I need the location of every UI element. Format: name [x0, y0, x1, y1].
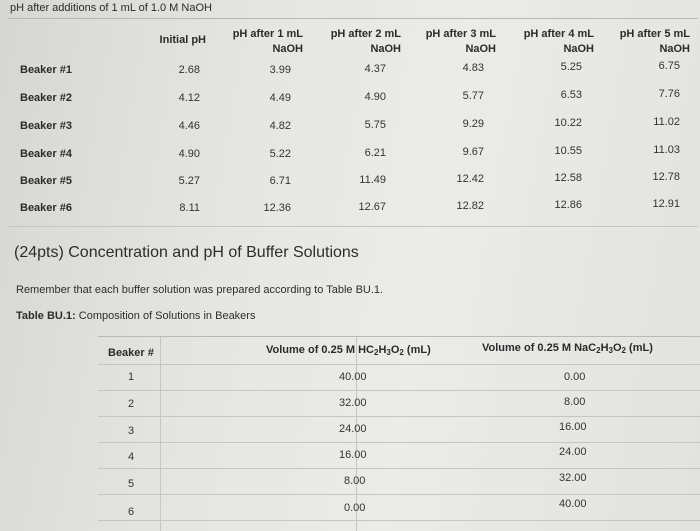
- ph-value-cell: 12.82: [456, 200, 484, 212]
- ph-value-cell: 12.42: [456, 173, 484, 185]
- salt-volume-cell: 24.00: [559, 446, 587, 458]
- ph-column-header-line: pH after 3 mL: [425, 28, 496, 40]
- ph-value-cell: 9.67: [462, 146, 484, 158]
- ph-value-cell: 12.36: [263, 202, 291, 214]
- ph-column-header-line: pH after 4 mL: [523, 28, 594, 40]
- table-row: [98, 337, 700, 469]
- ph-value-cell: 11.02: [653, 116, 680, 128]
- ph-column-header: pH after 3 mL NaOH: [386, 27, 496, 57]
- table-caption-text: Composition of Solutions in Beakers: [75, 310, 256, 322]
- ph-value-cell: 5.27: [178, 175, 200, 187]
- ph-table: Initial pH pH after 1 mL NaOH pH after 2 mL…: [8, 18, 698, 227]
- acid-volume-cell: 40.00: [339, 371, 367, 383]
- ph-column-header-line: pH after 1 mL: [232, 28, 303, 40]
- ph-value-cell: 8.11: [179, 202, 200, 214]
- beaker-number-cell: 3: [128, 425, 135, 437]
- ph-value-cell: 4.46: [178, 120, 200, 132]
- ph-column-header-line: NaOH: [370, 43, 401, 55]
- ph-column-header-line: pH after 5 mL: [619, 28, 690, 40]
- acid-volume-cell: 32.00: [339, 397, 367, 409]
- salt-volume-cell: 0.00: [564, 371, 586, 383]
- beaker-row-label: Beaker #6: [20, 202, 72, 214]
- table-row: [98, 337, 700, 417]
- table-caption: Table BU.1: Composition of Solutions in …: [16, 310, 255, 322]
- ph-value-cell: 6.75: [658, 60, 680, 72]
- ph-column-header-line: Initial pH: [159, 34, 206, 46]
- ph-value-cell: 4.90: [178, 148, 200, 160]
- ph-value-cell: 11.03: [653, 144, 680, 156]
- beaker-column-header: Beaker #: [108, 347, 154, 359]
- ph-column-header: pH after 4 mL NaOH: [484, 27, 594, 57]
- table-row: [98, 337, 700, 521]
- ph-value-cell: 5.25: [560, 61, 582, 73]
- beaker-number-cell: 4: [128, 451, 135, 463]
- ph-value-cell: 6.53: [560, 89, 582, 101]
- ph-column-header-line: pH after 2 mL: [330, 28, 401, 40]
- table-row: [98, 337, 700, 365]
- instruction-text: Remember that each buffer solution was p…: [16, 284, 384, 296]
- beaker-number-cell: 1: [128, 371, 135, 383]
- table-row: [98, 337, 700, 495]
- ph-value-cell: 7.76: [658, 88, 680, 100]
- ph-value-cell: 10.22: [554, 117, 582, 129]
- ph-value-cell: 12.58: [554, 172, 582, 184]
- ph-value-cell: 12.91: [652, 198, 680, 210]
- ph-value-cell: 12.67: [358, 201, 386, 213]
- beaker-number-cell: 5: [128, 478, 135, 490]
- salt-volume-column-header: Volume of 0.25 M NaC2H3O2 (mL): [482, 342, 653, 355]
- ph-value-cell: 6.71: [269, 175, 291, 187]
- beaker-row-label: Beaker #2: [20, 92, 72, 104]
- ph-column-header-line: NaOH: [465, 43, 496, 55]
- ph-column-header: pH after 5 mL NaOH: [580, 27, 690, 57]
- ph-column-header: Initial pH: [96, 33, 206, 48]
- section-title: (24pts) Concentration and pH of Buffer S…: [14, 244, 359, 261]
- table-divider: [160, 337, 161, 531]
- ph-value-cell: 2.68: [178, 64, 200, 76]
- buffer-composition-table: Beaker # Volume of 0.25 M HC2H3O2 (mL) Vol…: [98, 336, 700, 531]
- salt-volume-cell: 8.00: [564, 396, 586, 408]
- page-title: pH after additions of 1 mL of 1.0 M NaOH: [10, 2, 212, 14]
- acid-volume-cell: 8.00: [344, 475, 366, 487]
- table-row: [98, 337, 700, 391]
- ph-value-cell: 5.77: [462, 90, 484, 102]
- ph-value-cell: 3.99: [269, 64, 291, 76]
- beaker-row-label: Beaker #1: [20, 64, 72, 76]
- beaker-row-label: Beaker #5: [20, 175, 72, 187]
- salt-volume-cell: 40.00: [559, 498, 587, 510]
- ph-value-cell: 5.22: [269, 148, 291, 160]
- beaker-row-label: Beaker #4: [20, 148, 72, 160]
- ph-column-header: pH after 2 mL NaOH: [291, 27, 401, 57]
- ph-value-cell: 10.55: [554, 145, 582, 157]
- ph-value-cell: 4.49: [269, 92, 291, 104]
- ph-value-cell: 4.37: [364, 63, 386, 75]
- ph-column-header: pH after 1 mL NaOH: [193, 27, 303, 57]
- ph-value-cell: 12.86: [554, 199, 582, 211]
- ph-column-header-line: NaOH: [563, 43, 594, 55]
- acid-volume-cell: 16.00: [339, 449, 367, 461]
- beaker-row-label: Beaker #3: [20, 120, 72, 132]
- beaker-number-cell: 6: [128, 506, 135, 518]
- salt-volume-cell: 32.00: [559, 472, 587, 484]
- ph-value-cell: 6.21: [364, 147, 386, 159]
- table-row: [98, 337, 700, 443]
- table-caption-label: Table BU.1:: [16, 310, 76, 322]
- salt-volume-cell: 16.00: [559, 421, 587, 433]
- ph-value-cell: 4.90: [364, 91, 386, 103]
- ph-value-cell: 4.83: [462, 62, 484, 74]
- ph-value-cell: 11.49: [359, 174, 386, 186]
- ph-column-header-line: NaOH: [272, 43, 303, 55]
- acid-volume-column-header: Volume of 0.25 M HC2H3O2 (mL): [266, 344, 431, 357]
- ph-column-header-line: NaOH: [659, 43, 690, 55]
- ph-value-cell: 12.78: [652, 171, 680, 183]
- ph-value-cell: 4.82: [269, 120, 291, 132]
- table-divider: [356, 337, 357, 531]
- acid-volume-cell: 0.00: [344, 502, 366, 514]
- ph-value-cell: 4.12: [178, 92, 200, 104]
- acid-volume-cell: 24.00: [339, 423, 367, 435]
- ph-value-cell: 9.29: [462, 118, 484, 130]
- ph-value-cell: 5.75: [364, 119, 386, 131]
- beaker-number-cell: 2: [128, 398, 135, 410]
